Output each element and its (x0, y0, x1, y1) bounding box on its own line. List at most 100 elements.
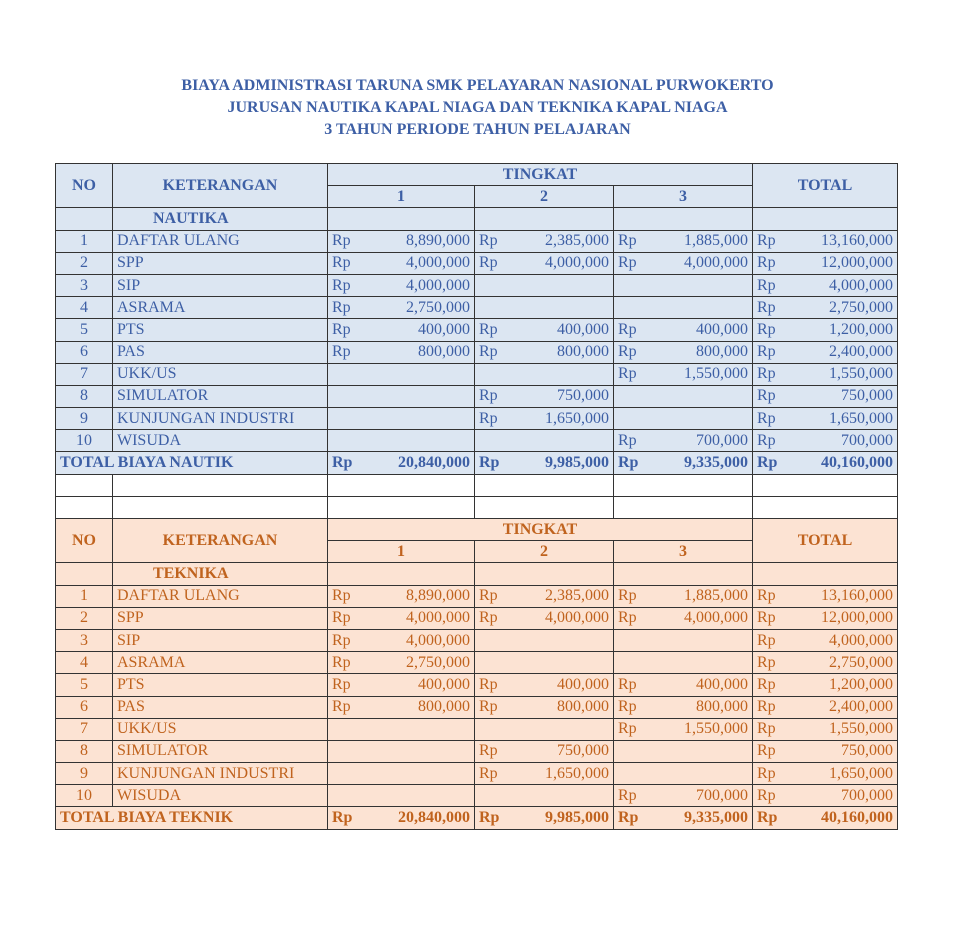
row: 4 ASRAMA Rp 2,750,000 Rp 2,750,000 (55, 296, 898, 320)
cell: Rp 9,335,000 (613, 451, 753, 475)
cell: Rp 700,000 (613, 429, 753, 453)
money: Rp 40,160,000 (757, 454, 893, 472)
money: Rp 20,840,000 (332, 454, 470, 472)
amount: 12,000,000 (821, 609, 893, 627)
amount: 20,840,000 (398, 454, 470, 472)
cell (327, 429, 475, 453)
cell (327, 495, 475, 520)
money: Rp 1,650,000 (757, 765, 893, 783)
cell: Rp 4,000,000 (327, 251, 475, 275)
row: 10 WISUDA Rp 700,000 Rp 700,000 (55, 429, 898, 453)
amount: 400,000 (418, 675, 470, 693)
row-no: 7 (55, 362, 113, 386)
money: Rp 1,650,000 (479, 410, 609, 428)
money: Rp 4,000,000 (479, 254, 609, 272)
row: 1 DAFTAR ULANG Rp 8,890,000 Rp 2,385,000 Rp 1,8… (55, 229, 898, 253)
header-cell: TOTAL (752, 162, 898, 209)
row-label: SIMULATOR (112, 739, 328, 764)
cell (613, 207, 753, 231)
currency: Rp (618, 232, 637, 250)
cell: Rp 2,750,000 (327, 296, 475, 320)
cell (613, 473, 753, 497)
row: 9 KUNJUNGAN INDUSTRI Rp 1,650,000 Rp 1,650,00… (55, 407, 898, 431)
fee-table: NO KETERANGAN TINGKAT TOTAL 1 2 3 NAUTIKA 1 DAFTA… (55, 162, 898, 830)
row: 9 KUNJUNGAN INDUSTRI Rp 1,650,000 Rp 1,650,00… (55, 762, 898, 786)
header-cell: NO (55, 162, 113, 209)
currency: Rp (479, 387, 498, 405)
cell: Rp 800,000 (613, 695, 753, 719)
cell (474, 651, 614, 675)
row-no: 3 (55, 273, 113, 298)
cell: Rp 1,200,000 (752, 673, 898, 697)
cell (613, 495, 753, 520)
row: 8 SIMULATOR Rp 750,000 Rp 750,000 (55, 739, 898, 764)
header-cell: KETERANGAN (112, 517, 328, 564)
row (55, 495, 898, 520)
cell: Rp 700,000 (613, 784, 753, 808)
money: Rp 400,000 (618, 676, 748, 694)
row-label: DAFTAR ULANG (112, 229, 328, 253)
currency: Rp (757, 298, 776, 316)
cell (752, 495, 898, 520)
cell (55, 473, 113, 497)
cell: Rp 1,200,000 (752, 318, 898, 342)
row-label: WISUDA (112, 429, 328, 453)
row-no: 2 (55, 606, 113, 630)
cell: Rp 700,000 (752, 429, 898, 453)
row-label: PAS (112, 695, 328, 719)
currency: Rp (757, 365, 776, 383)
amount: 40,160,000 (821, 809, 893, 827)
money: Rp 9,985,000 (479, 454, 609, 472)
cell (327, 384, 475, 409)
money: Rp 20,840,000 (332, 809, 470, 827)
row: NAUTIKA (55, 207, 898, 231)
money: Rp 1,650,000 (757, 410, 893, 428)
row: 4 ASRAMA Rp 2,750,000 Rp 2,750,000 (55, 651, 898, 675)
currency: Rp (332, 653, 351, 671)
currency: Rp (479, 809, 500, 827)
money: Rp 40,160,000 (757, 809, 893, 827)
currency: Rp (618, 365, 637, 383)
cell (474, 717, 614, 741)
row-label: PTS (112, 673, 328, 697)
currency: Rp (332, 698, 351, 716)
header-cell: KETERANGAN (112, 162, 328, 209)
money: Rp 2,385,000 (479, 587, 609, 605)
row-no: 4 (55, 296, 113, 320)
currency: Rp (757, 431, 776, 449)
currency: Rp (757, 609, 776, 627)
amount: 1,650,000 (545, 409, 609, 427)
cell: Rp 4,000,000 (613, 606, 753, 630)
cell: Rp 4,000,000 (752, 628, 898, 653)
money: Rp 13,160,000 (757, 232, 893, 250)
cell: Rp 4,000,000 (327, 273, 475, 298)
amount: 400,000 (696, 675, 748, 693)
currency: Rp (332, 320, 351, 338)
currency: Rp (757, 387, 776, 405)
row-label: SPP (112, 606, 328, 630)
title-line: BIAYA ADMINISTRASI TARUNA SMK PELAYARAN … (181, 77, 774, 94)
cell: Rp 12,000,000 (752, 606, 898, 630)
amount: 400,000 (557, 320, 609, 338)
total-label: TOTAL BIAYA TEKNIK (55, 806, 328, 830)
currency: Rp (618, 343, 637, 361)
row-no: 10 (55, 429, 113, 453)
cell (474, 495, 614, 520)
row: 1 DAFTAR ULANG Rp 8,890,000 Rp 2,385,000 Rp 1,8… (55, 584, 898, 608)
cell: Rp 400,000 (613, 673, 753, 697)
amount: 700,000 (696, 786, 748, 804)
currency: Rp (757, 631, 776, 649)
row-no: 6 (55, 695, 113, 719)
amount: 2,750,000 (829, 298, 893, 316)
cell (752, 207, 898, 231)
money: Rp 2,750,000 (757, 654, 893, 672)
amount: 400,000 (696, 320, 748, 338)
money: Rp 2,750,000 (332, 654, 470, 672)
amount: 2,750,000 (406, 298, 470, 316)
row: 6 PAS Rp 800,000 Rp 800,000 Rp 800,000 Rp 2,400,0… (55, 340, 898, 364)
money: Rp 4,000,000 (618, 254, 748, 272)
cell (613, 651, 753, 675)
currency: Rp (757, 653, 776, 671)
amount: 2,400,000 (829, 698, 893, 716)
row-label: ASRAMA (112, 651, 328, 675)
